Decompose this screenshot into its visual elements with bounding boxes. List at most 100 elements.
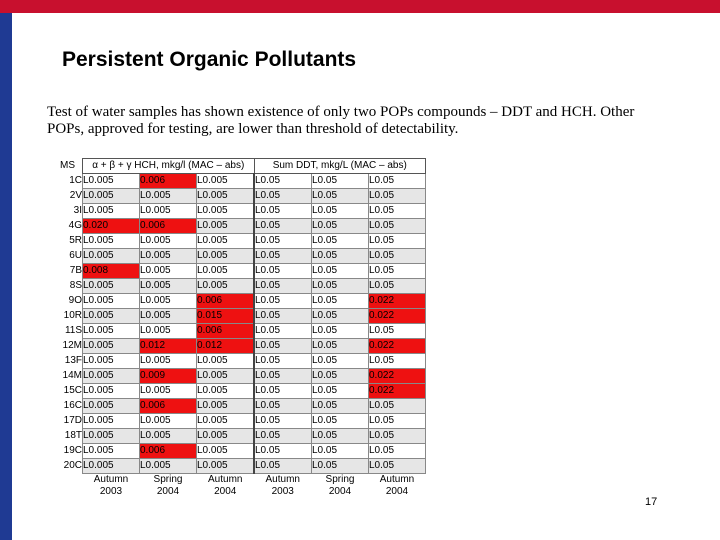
station-code: 9O — [68, 295, 82, 306]
value-cell-exceeds: 0.008 — [82, 263, 140, 279]
table-row: 8S L0.005 L0.005 L0.005 L0.05 L0.05 L0.05 — [53, 278, 426, 294]
table-row: 10R L0.005 L0.005 0.015 L0.05 L0.05 0.022 — [53, 308, 426, 324]
value-cell: L0.005 — [82, 203, 140, 219]
value-cell: L0.005 — [139, 383, 197, 399]
ms-column-header: MS — [60, 160, 75, 171]
top-accent-bar — [0, 0, 720, 13]
value-cell: L0.05 — [253, 263, 312, 279]
value-cell: L0.005 — [82, 248, 140, 264]
value-cell: L0.05 — [253, 248, 312, 264]
value-cell: L0.005 — [196, 203, 255, 219]
value-cell: L0.05 — [253, 353, 312, 369]
station-code: 4G — [68, 220, 82, 231]
value-cell: L0.05 — [311, 278, 369, 294]
season-label: Autumn 2004 — [208, 474, 243, 497]
table-row: 5R L0.005 L0.005 L0.005 L0.05 L0.05 L0.05 — [53, 233, 426, 249]
value-cell-exceeds: 0.006 — [196, 293, 255, 309]
value-cell: L0.05 — [368, 413, 426, 429]
value-cell: L0.005 — [82, 278, 140, 294]
value-cell: L0.05 — [311, 338, 369, 354]
station-code: 15C — [63, 385, 82, 396]
value-cell: L0.05 — [253, 278, 312, 294]
intro-paragraph: Test of water samples has shown existenc… — [47, 104, 635, 137]
value-cell: L0.05 — [311, 218, 369, 234]
value-cell: L0.005 — [196, 233, 255, 249]
value-cell: L0.005 — [82, 413, 140, 429]
station-code: 18T — [64, 430, 82, 441]
value-cell: L0.05 — [368, 458, 426, 474]
station-code: 14M — [62, 370, 82, 381]
season-label: Autumn 2003 — [93, 474, 129, 497]
value-cell: L0.005 — [82, 188, 140, 204]
station-code: 10R — [63, 310, 82, 321]
station-code: 11S — [64, 325, 82, 336]
value-cell: L0.005 — [196, 278, 255, 294]
station-code: 5R — [69, 235, 82, 246]
value-cell: L0.005 — [139, 413, 197, 429]
station-code: 1C — [69, 175, 82, 186]
slide-title: Persistent Organic Pollutants — [62, 48, 357, 71]
value-cell: L0.005 — [196, 353, 255, 369]
season-label: Spring 2004 — [153, 474, 183, 497]
value-cell: L0.005 — [82, 308, 140, 324]
value-cell: L0.005 — [82, 353, 140, 369]
table-row: 7B 0.008 L0.005 L0.005 L0.05 L0.05 L0.05 — [53, 263, 426, 279]
table-row: 19C L0.005 0.006 L0.005 L0.05 L0.05 L0.05 — [53, 443, 426, 459]
value-cell: L0.005 — [196, 398, 255, 414]
value-cell: L0.05 — [368, 428, 426, 444]
value-cell: L0.05 — [253, 293, 312, 309]
table-row: 1C L0.005 0.006 L0.005 L0.05 L0.05 L0.05 — [53, 173, 426, 189]
value-cell: L0.05 — [311, 443, 369, 459]
value-cell: L0.005 — [82, 428, 140, 444]
value-cell: L0.005 — [139, 458, 197, 474]
season-spacer — [53, 474, 83, 499]
value-cell: L0.05 — [368, 323, 426, 339]
value-cell: L0.05 — [253, 428, 312, 444]
value-cell: L0.05 — [253, 413, 312, 429]
value-cell: L0.05 — [368, 398, 426, 414]
table-row: 2V L0.005 L0.005 L0.005 L0.05 L0.05 L0.05 — [53, 188, 426, 204]
value-cell: L0.05 — [368, 443, 426, 459]
table-row: 11S L0.005 L0.005 0.006 L0.05 L0.05 L0.05 — [53, 323, 426, 339]
value-cell: L0.005 — [139, 323, 197, 339]
season-label: Autumn 2004 — [379, 474, 415, 497]
table-row: 17D L0.005 L0.005 L0.005 L0.05 L0.05 L0.05 — [53, 413, 426, 429]
value-cell: L0.05 — [311, 458, 369, 474]
hch-group-header: α + β + γ HCH, mkg/l (MAC – abs) — [82, 158, 255, 174]
value-cell: L0.005 — [139, 248, 197, 264]
value-cell: L0.05 — [253, 188, 312, 204]
station-code: 17D — [63, 415, 82, 426]
value-cell: L0.05 — [253, 443, 312, 459]
value-cell-exceeds: 0.006 — [139, 398, 197, 414]
table-row: 3I L0.005 L0.005 L0.005 L0.05 L0.05 L0.05 — [53, 203, 426, 219]
value-cell-exceeds: 0.009 — [139, 368, 197, 384]
table-row: 13F L0.005 L0.005 L0.005 L0.05 L0.05 L0.05 — [53, 353, 426, 369]
value-cell: L0.005 — [196, 188, 255, 204]
value-cell: L0.05 — [253, 323, 312, 339]
value-cell: L0.05 — [368, 233, 426, 249]
value-cell: L0.05 — [311, 368, 369, 384]
value-cell: L0.05 — [253, 338, 312, 354]
value-cell: L0.05 — [311, 413, 369, 429]
value-cell: L0.05 — [368, 218, 426, 234]
value-cell: L0.005 — [196, 458, 255, 474]
value-cell: L0.05 — [311, 173, 369, 189]
value-cell: L0.05 — [368, 263, 426, 279]
value-cell: L0.05 — [311, 248, 369, 264]
value-cell: L0.005 — [196, 173, 255, 189]
value-cell: L0.005 — [82, 398, 140, 414]
station-code: 6U — [69, 250, 82, 261]
ddt-group-header: Sum DDT, mkg/L (MAC – abs) — [253, 158, 426, 174]
value-cell: L0.005 — [82, 368, 140, 384]
value-cell-exceeds: 0.012 — [139, 338, 197, 354]
value-cell: L0.05 — [311, 203, 369, 219]
table-row: 9O L0.005 L0.005 0.006 L0.05 L0.05 0.022 — [53, 293, 426, 309]
page-number: 17 — [645, 496, 658, 508]
station-code: 7B — [69, 265, 82, 276]
value-cell: L0.05 — [253, 383, 312, 399]
value-cell: L0.05 — [253, 203, 312, 219]
station-code: 8S — [69, 280, 82, 291]
value-cell: L0.005 — [82, 233, 140, 249]
value-cell: L0.05 — [311, 188, 369, 204]
station-code: 19C — [63, 445, 82, 456]
